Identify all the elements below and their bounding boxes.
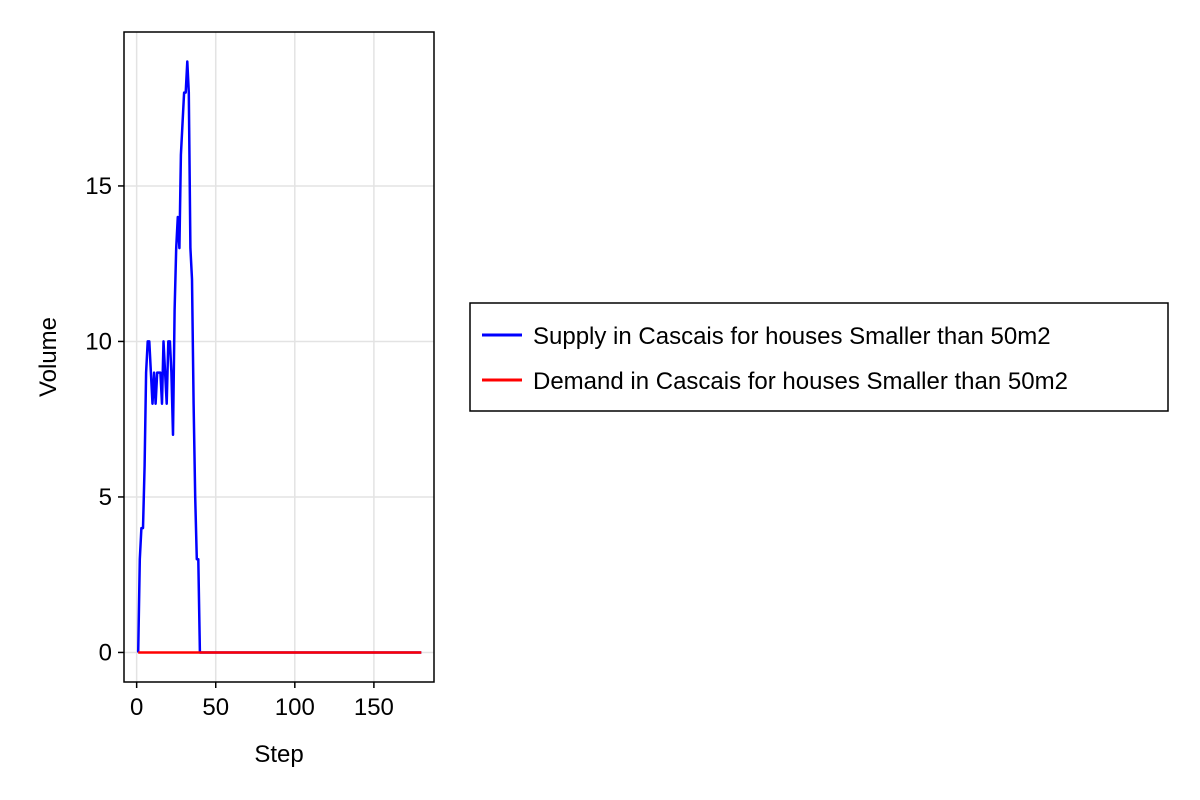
y-tick-label: 5 [99,484,112,511]
y-tick-label: 0 [99,639,112,666]
x-tick-label: 150 [354,694,394,721]
y-axis: 0 5 10 15 [85,173,124,666]
legend-label-demand: Demand in Cascais for houses Smaller tha… [533,368,1068,395]
legend: Supply in Cascais for houses Smaller tha… [469,302,1169,412]
y-tick-label: 10 [85,328,112,355]
legend-box [469,302,1169,412]
plot-frame [123,31,435,683]
x-axis: 0 50 100 150 [130,682,394,721]
series-lines [136,60,422,654]
supply-line [136,60,422,654]
x-axis-title: Step [254,741,303,768]
y-axis-title: Volume [35,317,62,397]
x-tick-label: 50 [202,694,229,721]
x-tick-label: 100 [275,694,315,721]
legend-label-supply: Supply in Cascais for houses Smaller tha… [533,323,1051,350]
y-tick-label: 15 [85,173,112,200]
x-tick-label: 0 [130,694,143,721]
